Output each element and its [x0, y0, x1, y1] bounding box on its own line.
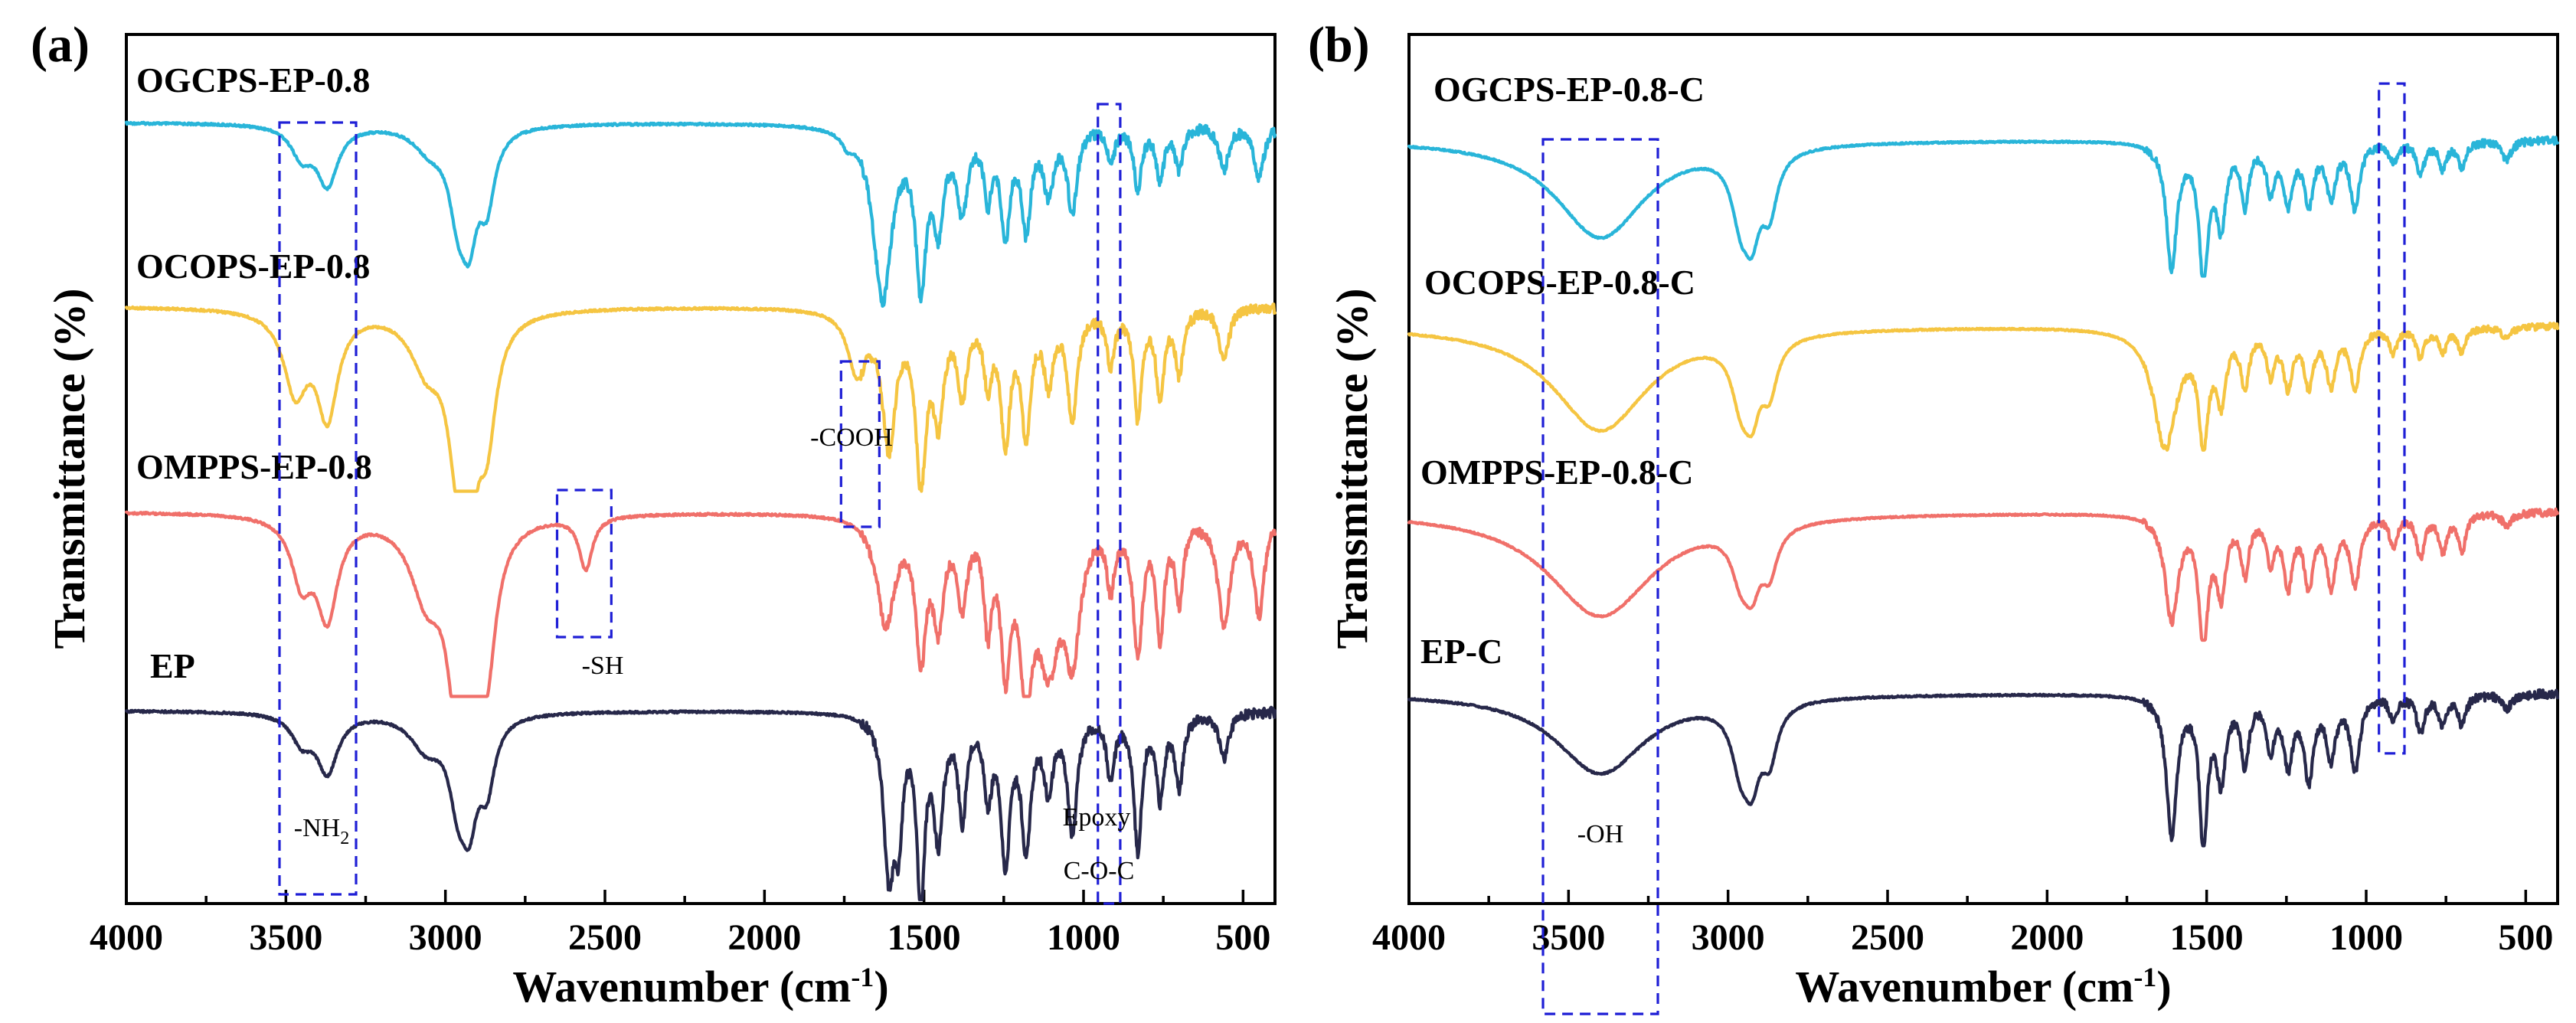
panel-b-x-axis-label-tail: ) — [2156, 962, 2171, 1012]
series-label: EP — [150, 646, 195, 685]
x-tick-label: 500 — [2498, 917, 2553, 958]
panel-a-annotations: -NH2 -COOH -SH Epoxy C-O-C — [278, 103, 1135, 905]
annotation-box — [2378, 82, 2406, 755]
panel-b-x-axis-label-main: Wavenumber (cm — [1795, 962, 2133, 1012]
panel-a-x-ticks — [125, 890, 1245, 904]
panel-a-x-axis-label: Wavenumber (cm-1) — [512, 962, 888, 1012]
x-tick-label: 4000 — [90, 917, 163, 958]
x-tick-label: 1000 — [1047, 917, 1120, 958]
annotation-box — [555, 489, 613, 639]
spectrum-ompps-ep-0.8 — [124, 510, 1277, 698]
panel-b-x-ticklabels: 4000 3500 3000 2500 2000 1500 1000 500 — [1372, 917, 2553, 958]
series-label: OGCPS-EP-0.8 — [136, 60, 370, 100]
spectrum-ocops-ep-0.8-c — [1407, 322, 2560, 452]
panel-b-frame — [1407, 33, 2559, 905]
annotation-box — [839, 360, 881, 528]
x-tick-label: 1500 — [2170, 917, 2244, 958]
panel-a-series — [124, 120, 1277, 901]
panel-b-x-axis-label: Wavenumber (cm-1) — [1795, 962, 2171, 1012]
x-tick-label: 2500 — [568, 917, 642, 958]
annotation-box — [1541, 138, 1659, 1015]
x-tick-label: 2000 — [727, 917, 801, 958]
panel-b-series-labels: OGCPS-EP-0.8-C OCOPS-EP-0.8-C OMPPS-EP-0.8… — [1420, 70, 1705, 671]
annotation-label: -OH — [1577, 820, 1623, 848]
panel-a-x-axis-label-tail: ) — [874, 962, 888, 1012]
x-tick-label: 2500 — [1851, 917, 1924, 958]
series-label: EP-C — [1420, 632, 1502, 671]
x-tick-label: 2000 — [2010, 917, 2084, 958]
panel-a: (a) 4000 3500 3000 2500 2000 1500 1000 500 OGCP… — [31, 17, 1277, 1012]
annotation-label: -SH — [582, 652, 624, 680]
annotation-label: -NH2 — [294, 814, 349, 848]
panel-b-x-axis-label-sup: -1 — [2133, 962, 2156, 992]
panel-b-annotations: -OH — [1541, 82, 2406, 1015]
panel-a-series-labels: OGCPS-EP-0.8 OCOPS-EP-0.8 OMPPS-EP-0.8 EP — [136, 60, 372, 685]
x-tick-label: 1000 — [2329, 917, 2403, 958]
annotation-label: -COOH — [810, 423, 893, 452]
x-tick-label: 3000 — [1692, 917, 1765, 958]
panel-a-x-axis-label-main: Wavenumber (cm — [512, 962, 851, 1012]
spectrum-ocops-ep-0.8 — [124, 302, 1277, 493]
annotation-label: Epoxy — [1063, 803, 1131, 832]
panel-b: (b) 4000 3500 3000 2500 2000 1500 1000 500 OGCP… — [1308, 17, 2560, 1015]
panel-b-series — [1407, 135, 2560, 848]
panel-a-frame — [125, 33, 1277, 905]
series-label: OCOPS-EP-0.8-C — [1424, 263, 1695, 302]
spectrum-ogcps-ep-0.8-c — [1407, 135, 2560, 278]
spectrum-ogcps-ep-0.8 — [124, 120, 1277, 308]
panel-a-letter: (a) — [31, 17, 90, 73]
panel-a-y-axis-label: Transmittance (%) — [44, 289, 94, 649]
x-tick-label: 500 — [1215, 917, 1270, 958]
series-label: OMPPS-EP-0.8-C — [1420, 453, 1693, 492]
x-tick-label: 4000 — [1372, 917, 1446, 958]
annotation-box — [278, 121, 358, 896]
panel-b-y-axis-label: Transmittance (%) — [1327, 289, 1377, 649]
panel-a-x-ticklabels: 4000 3500 3000 2500 2000 1500 1000 500 — [90, 917, 1270, 958]
annotation-box — [1097, 103, 1122, 905]
x-tick-label: 3500 — [249, 917, 322, 958]
series-label: OGCPS-EP-0.8-C — [1433, 70, 1705, 109]
x-tick-label: 3000 — [409, 917, 482, 958]
annotation-label: C-O-C — [1064, 857, 1135, 885]
panel-a-x-axis-label-sup: -1 — [851, 962, 874, 992]
spectrum-ompps-ep-0.8-c — [1407, 507, 2560, 642]
spectrum-ep-c — [1407, 688, 2560, 848]
series-label: OCOPS-EP-0.8 — [136, 247, 370, 286]
panel-b-letter: (b) — [1308, 17, 1370, 73]
panel-b-x-ticks — [1407, 890, 2528, 904]
spectrum-ep — [124, 705, 1277, 901]
series-label: OMPPS-EP-0.8 — [136, 447, 372, 486]
x-tick-label: 1500 — [888, 917, 961, 958]
